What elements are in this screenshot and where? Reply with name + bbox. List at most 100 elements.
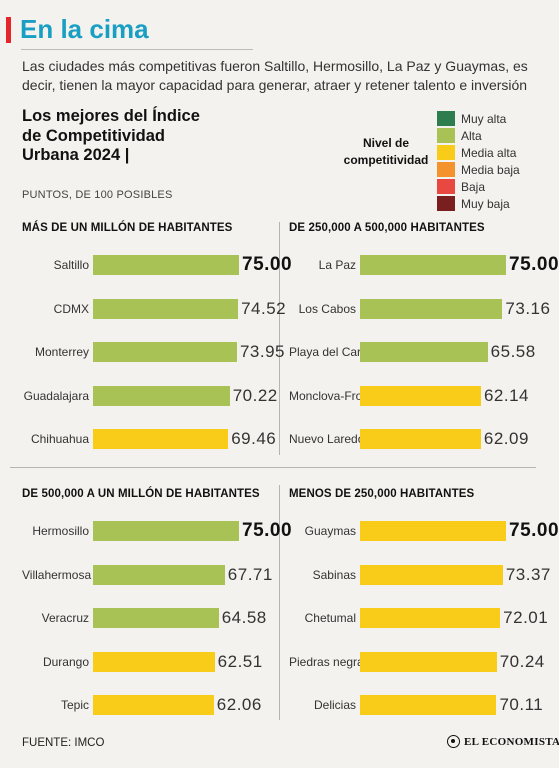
value-label: 65.58: [490, 342, 536, 361]
bar-row: Monterrey 73.95: [22, 342, 284, 362]
brand-logo-icon: [447, 735, 460, 748]
units-label: PUNTOS, DE 100 POSIBLES: [22, 189, 173, 201]
value-label: 62.06: [216, 695, 262, 714]
panel-less-than-250k: MENOS DE 250,000 HABITANTES Guaymas 75.00 S…: [289, 488, 559, 718]
city-label: Nuevo Laredo: [289, 432, 365, 446]
value-label: 75.00: [509, 254, 559, 275]
city-label: Chetumal: [304, 611, 356, 625]
value-label: 73.16: [505, 298, 551, 318]
legend-swatch: [437, 128, 455, 143]
bar: [93, 564, 225, 585]
value-label: 62.09: [483, 429, 529, 448]
bar-row: Saltillo 75.00: [22, 255, 292, 275]
brand: EL ECONOMISTA: [447, 735, 559, 748]
bar: [360, 651, 497, 672]
bar-row: Playa del Carmen 65.58: [289, 342, 544, 362]
bar: [93, 385, 230, 406]
legend-swatch: [437, 179, 455, 194]
panel-title: DE 250,000 A 500,000 HABITANTES: [289, 222, 485, 234]
legend-item: Media alta: [437, 144, 557, 161]
value-label: 64.58: [221, 608, 267, 627]
legend-swatch: [437, 111, 455, 126]
bar: [360, 521, 506, 541]
title-rule: [21, 49, 253, 50]
city-label: Playa del Carmen: [289, 345, 385, 359]
city-label: Piedras negras: [289, 654, 370, 669]
legend-item: Muy baja: [437, 195, 557, 212]
legend-swatch: [437, 162, 455, 177]
column-divider-bottom: [279, 485, 280, 720]
city-label: CDMX: [53, 301, 89, 316]
row-divider: [10, 467, 536, 468]
city-label: Durango: [42, 654, 89, 669]
bar: [93, 255, 239, 275]
legend-label: Muy baja: [461, 196, 510, 211]
bar-row: CDMX 74.52: [22, 298, 286, 319]
value-label: 74.52: [241, 298, 287, 318]
legend-swatch: [437, 196, 455, 211]
city-label: Chihuahua: [30, 432, 89, 446]
city-label: Los Cabos: [298, 301, 356, 316]
bar: [93, 695, 214, 715]
panel-title: MÁS DE UN MILLÓN DE HABITANTES: [22, 222, 233, 234]
legend-label: Media baja: [461, 162, 520, 177]
panel-250k-500k: DE 250,000 A 500,000 HABITANTES La Paz 75.…: [289, 222, 559, 452]
brand-name: EL ECONOMISTA: [464, 735, 559, 748]
value-label: 67.71: [227, 564, 273, 584]
panel-500k-million: DE 500,000 A UN MILLÓN DE HABITANTES Herm…: [22, 488, 292, 718]
legend-title: Nivel de competitividad: [343, 136, 429, 167]
value-label: 75.00: [242, 254, 293, 275]
title-accent-bar: [6, 17, 11, 43]
legend-label: Alta: [461, 128, 482, 143]
bar-row: Sabinas 73.37: [289, 564, 550, 585]
city-label: Monclova-Frontera: [289, 388, 390, 403]
value-label: 70.24: [499, 651, 545, 671]
bar-row: Hermosillo 75.00: [22, 521, 292, 541]
bar: [93, 342, 237, 362]
bar: [360, 298, 503, 319]
city-label: Veracruz: [41, 611, 89, 625]
bar-row: Guadalajara 70.22: [22, 385, 277, 406]
panel-title: DE 500,000 A UN MILLÓN DE HABITANTES: [22, 488, 260, 500]
bar-row: Nuevo Laredo 62.09: [289, 429, 544, 449]
bar: [93, 651, 215, 672]
bar-row: Los Cabos 73.16: [289, 298, 550, 319]
city-label: La Paz: [318, 258, 356, 272]
bar: [93, 298, 239, 319]
bar: [360, 564, 503, 585]
bar: [360, 255, 506, 275]
bar: [93, 521, 239, 541]
bar: [93, 429, 229, 449]
bar-row: Veracruz 64.58: [22, 608, 277, 628]
city-label: Tepic: [60, 698, 89, 712]
bar: [360, 608, 501, 628]
legend-label: Muy alta: [461, 111, 507, 126]
city-label: Monterrey: [34, 345, 89, 359]
bar-row: Piedras negras 70.24: [289, 651, 545, 672]
bar: [360, 429, 481, 449]
legend-label: Media alta: [461, 145, 517, 160]
bar: [360, 385, 481, 406]
legend-item: Baja: [437, 178, 557, 195]
bar-row: Chihuahua 69.46: [22, 429, 277, 449]
value-label: 70.11: [499, 695, 544, 714]
bar: [360, 695, 497, 715]
city-label: Sabinas: [312, 567, 356, 582]
bar-row: Monclova-Frontera 62.14: [289, 385, 544, 406]
bar-row: Guaymas 75.00: [289, 521, 559, 541]
panel-title: MENOS DE 250,000 HABITANTES: [289, 488, 475, 500]
bar-row: Villahermosa 67.71: [22, 564, 277, 585]
subtitle: Las ciudades más competitivas fueron Sal…: [22, 58, 528, 93]
value-label: 62.14: [483, 385, 529, 405]
legend: Muy alta Alta Media alta Media baja Baja Muy …: [437, 110, 557, 212]
value-label: 72.01: [503, 608, 549, 627]
panel-more-than-million: MÁS DE UN MILLÓN DE HABITANTES Saltillo 75…: [22, 222, 292, 452]
value-label: 75.00: [509, 520, 559, 541]
value-label: 75.00: [242, 520, 293, 541]
legend-item: Alta: [437, 127, 557, 144]
bar-row: Delicias 70.11: [289, 695, 544, 715]
column-divider-top: [279, 222, 280, 455]
city-label: Hermosillo: [32, 524, 89, 538]
value-label: 73.37: [505, 564, 551, 584]
source-note: FUENTE: IMCO: [22, 737, 105, 749]
